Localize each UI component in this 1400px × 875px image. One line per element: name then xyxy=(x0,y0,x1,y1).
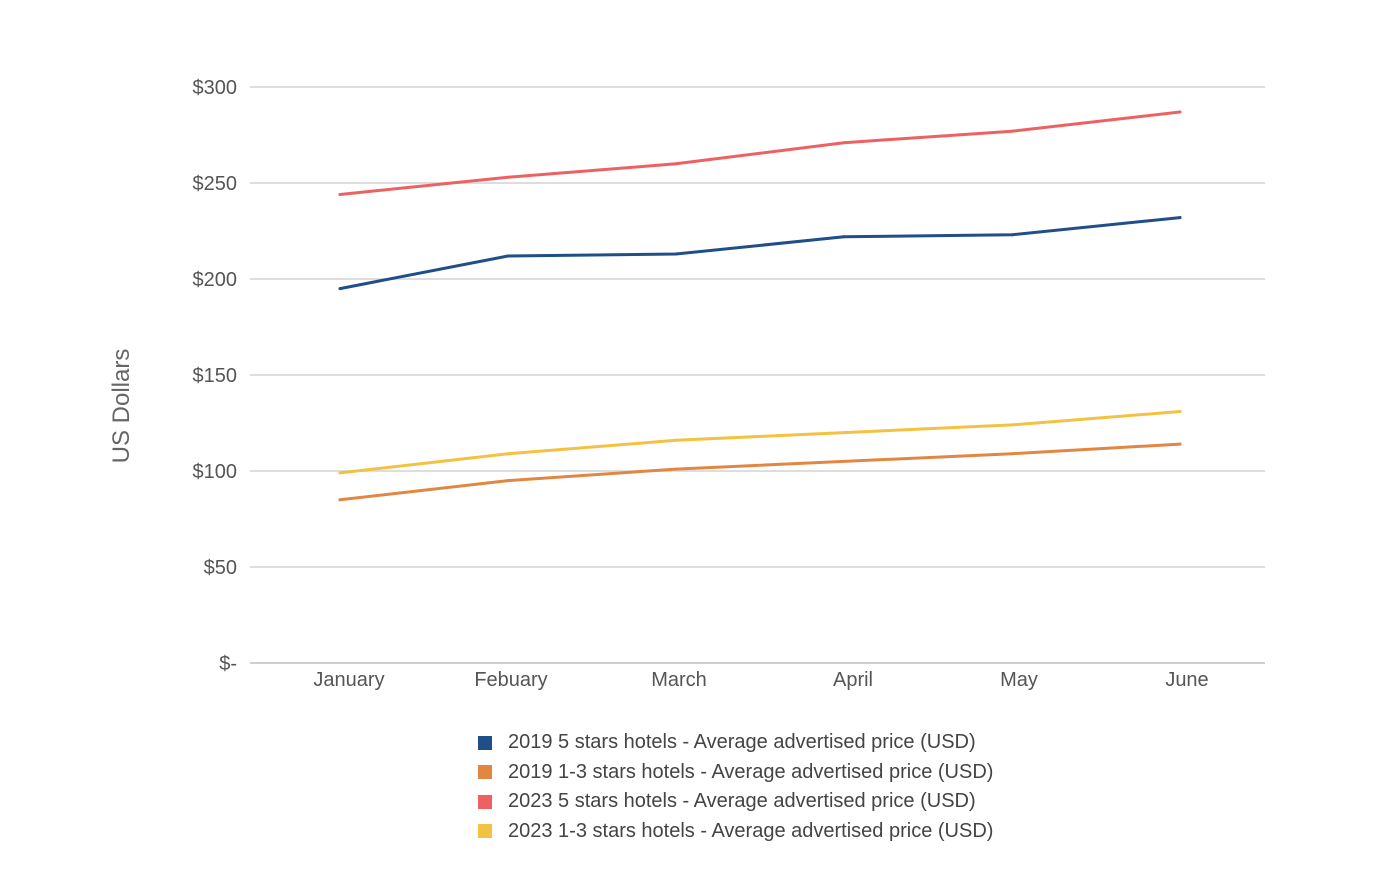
y-tick-label: $250 xyxy=(193,173,238,195)
legend-item: 2019 5 stars hotels - Average advertised… xyxy=(478,728,993,758)
data-point xyxy=(842,235,846,239)
data-point xyxy=(674,438,678,442)
data-point xyxy=(1178,216,1182,220)
legend-swatch xyxy=(478,794,492,809)
x-tick-label: Febuary xyxy=(474,669,547,691)
legend-item: 2023 1-3 stars hotels - Average advertis… xyxy=(478,817,993,847)
data-point xyxy=(1010,452,1014,456)
legend-swatch xyxy=(478,765,492,780)
data-point xyxy=(506,175,510,179)
legend-label: 2019 1-3 stars hotels - Average advertis… xyxy=(508,760,994,783)
data-point xyxy=(506,254,510,258)
data-point xyxy=(674,162,678,166)
data-point xyxy=(1010,129,1014,133)
legend-swatch xyxy=(478,824,492,839)
x-axis-tick-labels: January Febuary March April May June xyxy=(313,669,1208,691)
y-axis-tick-labels: $- $50 $100 $150 $200 $250 $300 xyxy=(193,77,238,675)
series-line-2 xyxy=(338,442,1182,502)
data-point xyxy=(1010,423,1014,427)
data-point xyxy=(1010,233,1014,237)
data-point xyxy=(338,498,342,502)
series-line-1 xyxy=(338,216,1182,291)
legend-label: 2023 1-3 stars hotels - Average advertis… xyxy=(508,819,994,842)
legend-label: 2023 5 stars hotels - Average advertised… xyxy=(508,790,976,813)
data-point xyxy=(506,479,510,483)
data-point xyxy=(338,193,342,197)
data-point xyxy=(842,141,846,145)
data-point xyxy=(338,471,342,475)
legend-swatch xyxy=(478,735,492,750)
data-point xyxy=(674,252,678,256)
x-tick-label: June xyxy=(1165,669,1208,691)
data-point xyxy=(1178,409,1182,413)
x-tick-label: May xyxy=(1000,669,1038,691)
data-point xyxy=(506,452,510,456)
x-tick-label: April xyxy=(833,669,873,691)
series-lines xyxy=(338,110,1182,502)
y-tick-label: $300 xyxy=(193,77,238,99)
data-point xyxy=(1178,442,1182,446)
gridlines xyxy=(250,86,1265,664)
data-point xyxy=(338,287,342,291)
series-line-4 xyxy=(338,410,1182,475)
legend-label: 2019 5 stars hotels - Average advertised… xyxy=(508,731,976,754)
legend-item: 2023 5 stars hotels - Average advertised… xyxy=(478,787,993,817)
legend-item: 2019 1-3 stars hotels - Average advertis… xyxy=(478,758,993,788)
chart-legend: 2019 5 stars hotels - Average advertised… xyxy=(478,728,993,846)
y-tick-label: $100 xyxy=(193,461,238,483)
y-tick-label: $150 xyxy=(193,365,238,387)
y-tick-label: $50 xyxy=(204,557,237,579)
x-tick-label: March xyxy=(651,669,707,691)
data-point xyxy=(842,459,846,463)
data-point xyxy=(674,467,678,471)
y-tick-label: $- xyxy=(219,653,237,675)
x-tick-label: January xyxy=(313,669,384,691)
y-axis-title: US Dollars xyxy=(108,349,135,464)
series-line-3 xyxy=(338,110,1182,196)
data-point xyxy=(842,431,846,435)
data-point xyxy=(1178,110,1182,114)
y-tick-label: $200 xyxy=(193,269,238,291)
